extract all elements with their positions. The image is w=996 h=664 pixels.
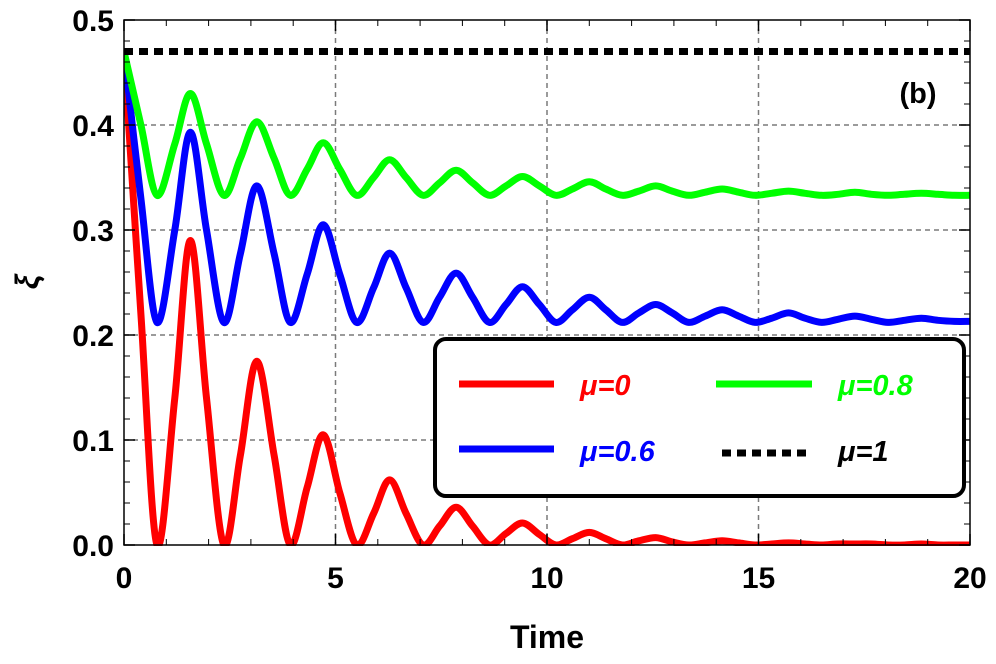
y-tick-label: 0.4 [72, 110, 114, 143]
legend-label-mu-0-8: μ=0.8 [837, 370, 914, 402]
y-tick-label: 0.1 [72, 425, 114, 458]
x-tick-label: 15 [742, 562, 775, 595]
x-axis-title: Time [510, 619, 584, 655]
legend-box [433, 337, 966, 498]
y-axis-title: ξ [9, 273, 45, 289]
ticks [123, 19, 971, 546]
x-tick-label: 10 [530, 562, 563, 595]
y-tick-label: 0.3 [72, 215, 114, 248]
x-tick-label: 0 [116, 562, 133, 595]
legend-label-mu-0-6: μ=0.6 [579, 436, 656, 468]
x-tick-label: 5 [327, 562, 344, 595]
y-tick-label: 0.2 [72, 320, 114, 353]
x-tick-label: 20 [953, 562, 986, 595]
tick-labels: 0 5 10 15 20 0.0 0.1 0.2 0.3 0.4 0.5 [72, 5, 986, 595]
legend-label-mu-1: μ=1 [837, 436, 889, 468]
y-tick-label: 0.5 [72, 5, 114, 38]
series-line-mu-0-8 [124, 50, 971, 199]
y-tick-label: 0.0 [72, 530, 114, 563]
series-line-mu-0-6 [124, 51, 971, 326]
panel-label: (b) [899, 78, 936, 110]
series-group [124, 48, 971, 546]
legend-label-mu-0: μ=0 [579, 370, 631, 402]
legend: μ=0 μ=0.8 μ=0.6 μ=1 [433, 337, 966, 498]
